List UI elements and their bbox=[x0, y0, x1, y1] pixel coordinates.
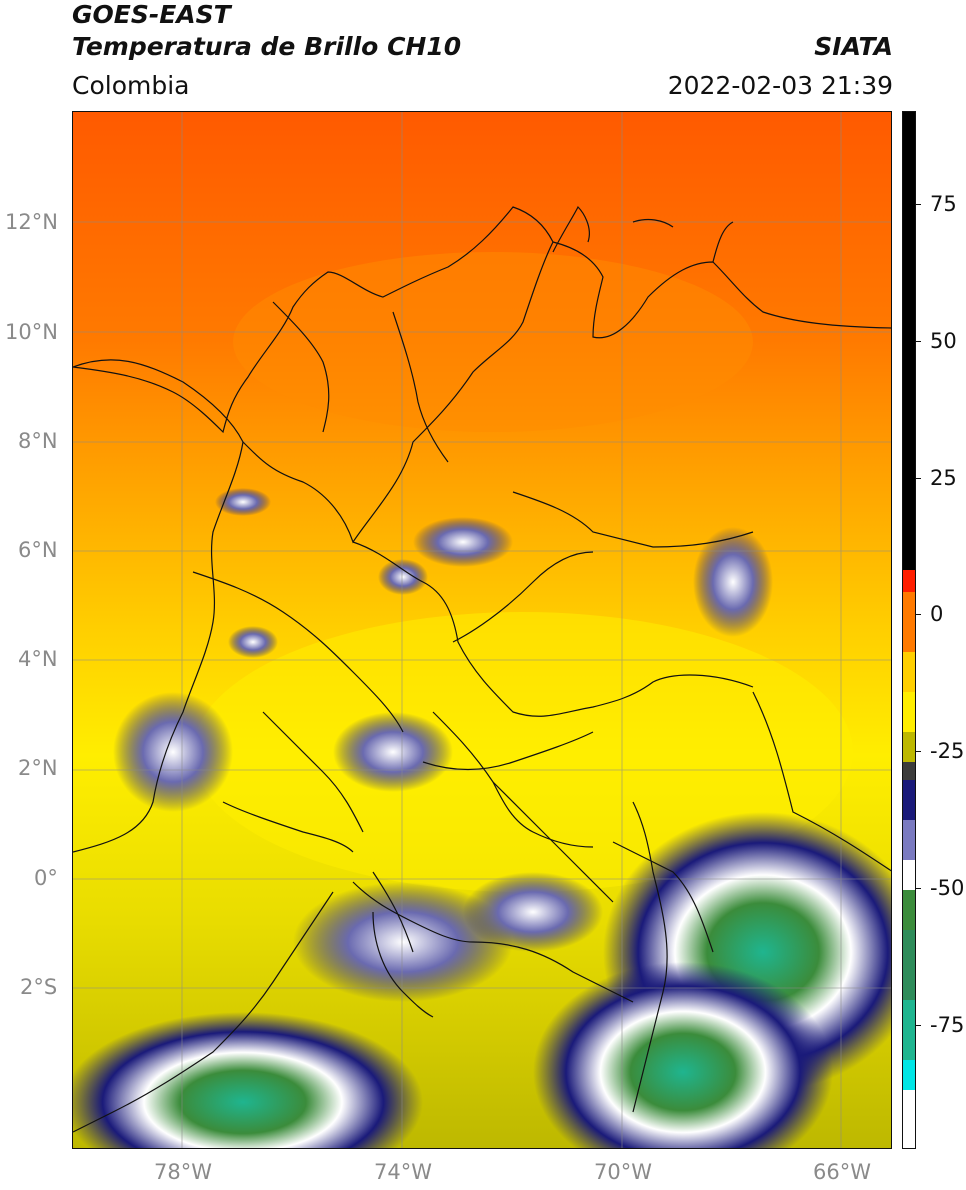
colorbar-tick bbox=[916, 614, 921, 615]
storm-cluster-southwest bbox=[73, 1012, 423, 1148]
timestamp-label: 2022-02-03 21:39 bbox=[667, 71, 893, 100]
colorbar-label: 50 bbox=[930, 329, 957, 353]
organization-label: SIATA bbox=[814, 32, 893, 61]
lat-label: 12°N bbox=[5, 210, 58, 234]
region-label: Colombia bbox=[72, 71, 190, 100]
storm-cluster-southeast bbox=[533, 962, 833, 1148]
colorbar-tick bbox=[916, 751, 921, 752]
colorbar bbox=[902, 111, 916, 1149]
colorbar-label: 25 bbox=[930, 466, 957, 490]
colorbar-label: -25 bbox=[930, 739, 965, 763]
colorbar-ramp bbox=[903, 112, 915, 1148]
lon-label: 74°W bbox=[374, 1160, 432, 1184]
satellite-map[interactable] bbox=[72, 111, 892, 1149]
lon-label: 66°W bbox=[813, 1160, 871, 1184]
colorbar-tick bbox=[916, 1025, 921, 1026]
title-product: Temperatura de Brillo CH10 bbox=[72, 32, 462, 61]
colorbar-label: -50 bbox=[930, 876, 965, 900]
lat-label: 10°N bbox=[5, 320, 58, 344]
colorbar-label: 75 bbox=[930, 192, 957, 216]
graticule bbox=[73, 112, 891, 1148]
colorbar-tick bbox=[916, 888, 921, 889]
title-satellite: GOES-EAST bbox=[72, 0, 231, 29]
colorbar-tick bbox=[916, 478, 921, 479]
lat-label: 6°N bbox=[18, 538, 58, 562]
colorbar-tick bbox=[916, 341, 921, 342]
lon-label: 78°W bbox=[154, 1160, 212, 1184]
lon-label: 70°W bbox=[594, 1160, 652, 1184]
lat-label: 8°N bbox=[18, 429, 58, 453]
lat-label: 0° bbox=[34, 866, 58, 890]
colorbar-label: -75 bbox=[930, 1013, 965, 1037]
colorbar-tick bbox=[916, 204, 921, 205]
borders bbox=[73, 205, 891, 1133]
storm-clusters bbox=[73, 488, 891, 1148]
map-canvas bbox=[73, 112, 891, 1148]
lat-label: 2°N bbox=[18, 756, 58, 780]
storm-cell-amazon bbox=[293, 882, 513, 1002]
lat-label: 4°N bbox=[18, 647, 58, 671]
lat-label: 2°S bbox=[20, 975, 58, 999]
colorbar-label: 0 bbox=[930, 602, 944, 626]
